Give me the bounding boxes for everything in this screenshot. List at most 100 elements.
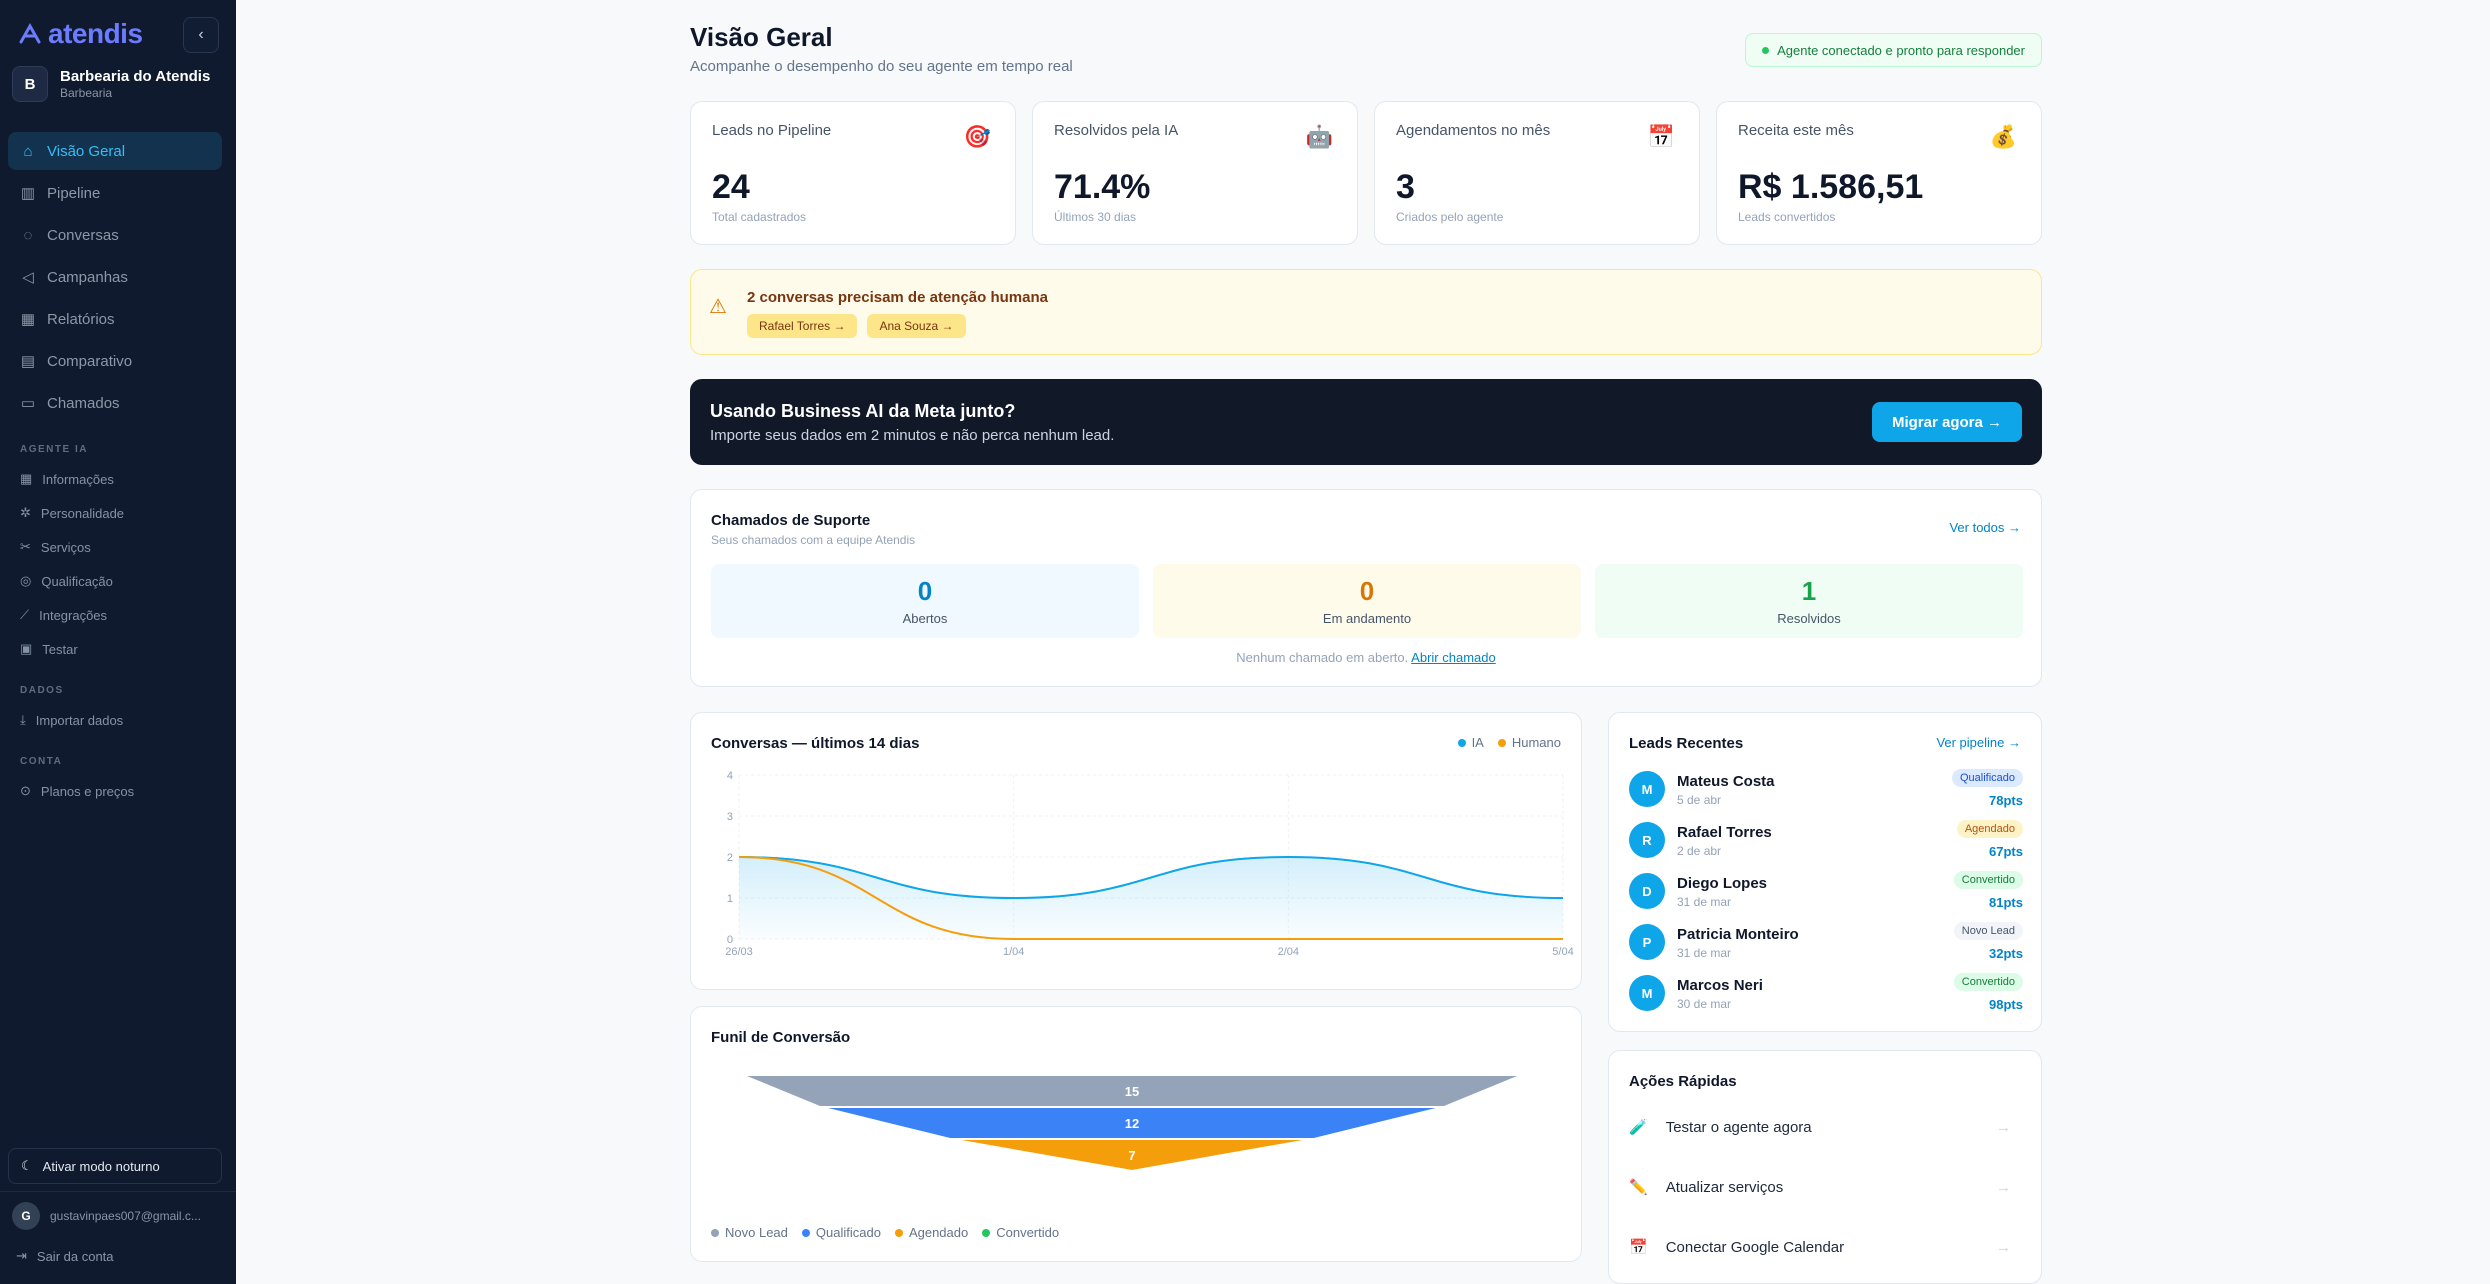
legend-dot xyxy=(801,1228,810,1237)
kpi-label: Receita este mês xyxy=(1738,122,1854,139)
funnel-stage-value: 7 xyxy=(1128,1148,1135,1163)
lead-name: Diego Lopes xyxy=(1677,875,1768,892)
arrow-right-icon: → xyxy=(1996,1238,2011,1256)
nav-label: Visão Geral xyxy=(47,142,126,160)
agent-item-testar[interactable]: ▣ Testar xyxy=(10,632,224,666)
kpi-note: Criados pelo agente xyxy=(1396,210,1504,224)
section-data-title: DADOS xyxy=(20,685,64,696)
calendar-icon: 📅 xyxy=(1629,1239,1648,1256)
lead-date: 30 de mar xyxy=(1677,997,1732,1011)
kpi-value: R$ 1.586,51 xyxy=(1738,168,1924,206)
lead-row[interactable]: R Rafael Torres 2 de abr Agendado 67pts xyxy=(1629,820,2023,870)
quick-actions-card: Ações Rápidas 🧪 Testar o agente agora → ✏️… xyxy=(1608,1050,2042,1284)
lead-name: Mateus Costa xyxy=(1677,773,1775,790)
lead-date: 31 de mar xyxy=(1677,895,1732,909)
user-avatar: G xyxy=(12,1202,40,1230)
chat-icon: ◌ xyxy=(23,226,33,244)
funnel-chart: 15 12 7 xyxy=(741,1074,1523,1173)
lead-name: Patricia Monteiro xyxy=(1677,926,1799,943)
nav-item-campanhas[interactable]: ◁ Campanhas xyxy=(8,258,222,296)
brand-name: atendis xyxy=(48,18,143,49)
agent-item-servicos[interactable]: ✂ Serviços xyxy=(10,530,224,564)
alert-chip-conversation[interactable]: Rafael Torres → xyxy=(747,314,858,338)
arrow-right-icon: → xyxy=(1996,1178,2011,1196)
nav-item-pipeline[interactable]: ▥ Pipeline xyxy=(8,174,222,212)
kpi-note: Total cadastrados xyxy=(712,210,807,224)
lead-row[interactable]: M Marcos Neri 30 de mar Convertido 98pts xyxy=(1629,973,2023,1023)
agent-item-integracoes[interactable]: ⟋ Integrações xyxy=(10,598,224,632)
agent-item-informacoes[interactable]: ▦ Informações xyxy=(10,462,224,496)
funnel-legend-item: Qualificado xyxy=(801,1225,881,1240)
flask-icon: ▣ xyxy=(20,641,33,656)
account-item-planos[interactable]: ⊙ Planos e preços xyxy=(10,774,224,808)
calendar-icon: 📅 xyxy=(1647,124,1675,149)
lead-row[interactable]: M Mateus Costa 5 de abr Qualificado 78pt… xyxy=(1629,769,2023,819)
nav-label: Relatórios xyxy=(47,310,115,328)
section-account-title: CONTA xyxy=(20,756,63,767)
stat-label: Resolvidos xyxy=(1777,611,1841,626)
view-all-tickets-link[interactable]: Ver todos → xyxy=(1949,520,2021,535)
banner-subtitle: Importe seus dados em 2 minutos e não pe… xyxy=(710,427,1115,444)
agent-item-label: Integrações xyxy=(39,607,108,623)
agent-item-label: Personalidade xyxy=(40,505,125,521)
series-line-humano xyxy=(738,856,1563,940)
agent-item-qualificacao[interactable]: ◎ Qualificação xyxy=(10,564,224,598)
support-card: Chamados de Suporte Seus chamados com a … xyxy=(690,489,2042,687)
workspace-switcher[interactable]: B Barbearia do Atendis Barbearia xyxy=(12,66,210,102)
y-tick-label: 4 xyxy=(727,770,733,782)
alert-chip-conversation[interactable]: Ana Souza → xyxy=(867,314,966,338)
columns-icon: ▥ xyxy=(20,185,36,202)
y-tick-label: 1 xyxy=(727,893,733,905)
logout-link[interactable]: ⇥ Sair da conta xyxy=(16,1248,114,1264)
conversations-chart-card: Conversas — últimos 14 dias IA Humano 0 1… xyxy=(690,712,1582,990)
section-agent-title: AGENTE IA xyxy=(20,444,88,455)
user-email: gustavinpaes007@gmail.c... xyxy=(50,1209,201,1223)
view-pipeline-link[interactable]: Ver pipeline → xyxy=(1936,735,2021,750)
nav-item-conversas[interactable]: ◌ Conversas xyxy=(8,216,222,254)
quick-action-test-agent[interactable]: 🧪 Testar o agente agora → xyxy=(1629,1107,2023,1147)
dark-mode-toggle[interactable]: ☾ Ativar modo noturno xyxy=(8,1148,222,1184)
sparkle-icon: ✲ xyxy=(20,505,31,520)
lead-row[interactable]: P Patricia Monteiro 31 de mar Novo Lead … xyxy=(1629,922,2023,972)
lead-name: Marcos Neri xyxy=(1677,977,1763,994)
lead-avatar: M xyxy=(1629,975,1665,1011)
stat-label: Em andamento xyxy=(1322,611,1412,626)
collapse-sidebar-button[interactable]: ‹ xyxy=(183,17,219,53)
download-icon: ⤓ xyxy=(20,712,26,727)
nav-item-chamados[interactable]: ▭ Chamados xyxy=(8,384,222,422)
lead-score: 98pts xyxy=(1989,997,2023,1012)
agent-item-personalidade[interactable]: ✲ Personalidade xyxy=(10,496,224,530)
legend-item-humano: Humano xyxy=(1497,735,1561,750)
stat-in-progress: 0 Em andamento xyxy=(1153,564,1581,638)
nav-item-relatorios[interactable]: ▦ Relatórios xyxy=(8,300,222,338)
main-nav: ⌂ Visão Geral ▥ Pipeline ◌ Conversas ◁ Campa… xyxy=(8,132,222,426)
kpi-value: 71.4% xyxy=(1054,168,1151,206)
agent-item-label: Testar xyxy=(42,641,78,657)
migrate-now-button[interactable]: Migrar agora → xyxy=(1871,402,2022,442)
funnel-card: Funil de Conversão 15 12 7 Novo Lead Quali… xyxy=(690,1006,1582,1262)
kpi-card-leads: Leads no Pipeline 🎯 24 Total cadastrados xyxy=(690,101,1016,245)
agent-item-label: Informações xyxy=(42,471,114,487)
nav-item-visao-geral[interactable]: ⌂ Visão Geral xyxy=(8,132,222,170)
quick-action-update-services[interactable]: ✏️ Atualizar serviços → xyxy=(1629,1167,2023,1207)
open-ticket-link[interactable]: Abrir chamado xyxy=(1411,650,1496,665)
data-item-importar[interactable]: ⤓ Importar dados xyxy=(10,703,224,737)
brand-logo[interactable]: atendis xyxy=(18,18,143,50)
lead-score: 67pts xyxy=(1989,844,2023,859)
funnel-legend-item: Agendado xyxy=(894,1225,969,1240)
legend-label: Agendado xyxy=(908,1225,969,1240)
account-item-label: Planos e preços xyxy=(40,783,135,799)
support-subtitle: Seus chamados com a equipe Atendis xyxy=(711,533,916,547)
quick-action-google-calendar[interactable]: 📅 Conectar Google Calendar → xyxy=(1629,1227,2023,1267)
lead-row[interactable]: D Diego Lopes 31 de mar Convertido 81pts xyxy=(1629,871,2023,921)
kpi-card-agendamentos: Agendamentos no mês 📅 3 Criados pelo age… xyxy=(1374,101,1700,245)
kpi-card-receita: Receita este mês 💰 R$ 1.586,51 Leads con… xyxy=(1716,101,2042,245)
quick-action-label: Testar o agente agora xyxy=(1665,1118,1812,1136)
lead-avatar: D xyxy=(1629,873,1665,909)
nav-label: Chamados xyxy=(47,394,120,412)
warning-icon: ⚠ xyxy=(709,296,727,318)
test-tube-icon: 🧪 xyxy=(1629,1119,1648,1136)
nav-item-comparativo[interactable]: ▤ Comparativo xyxy=(8,342,222,380)
legend-item-ia: IA xyxy=(1457,735,1484,750)
user-info[interactable]: G gustavinpaes007@gmail.c... xyxy=(0,1191,236,1240)
